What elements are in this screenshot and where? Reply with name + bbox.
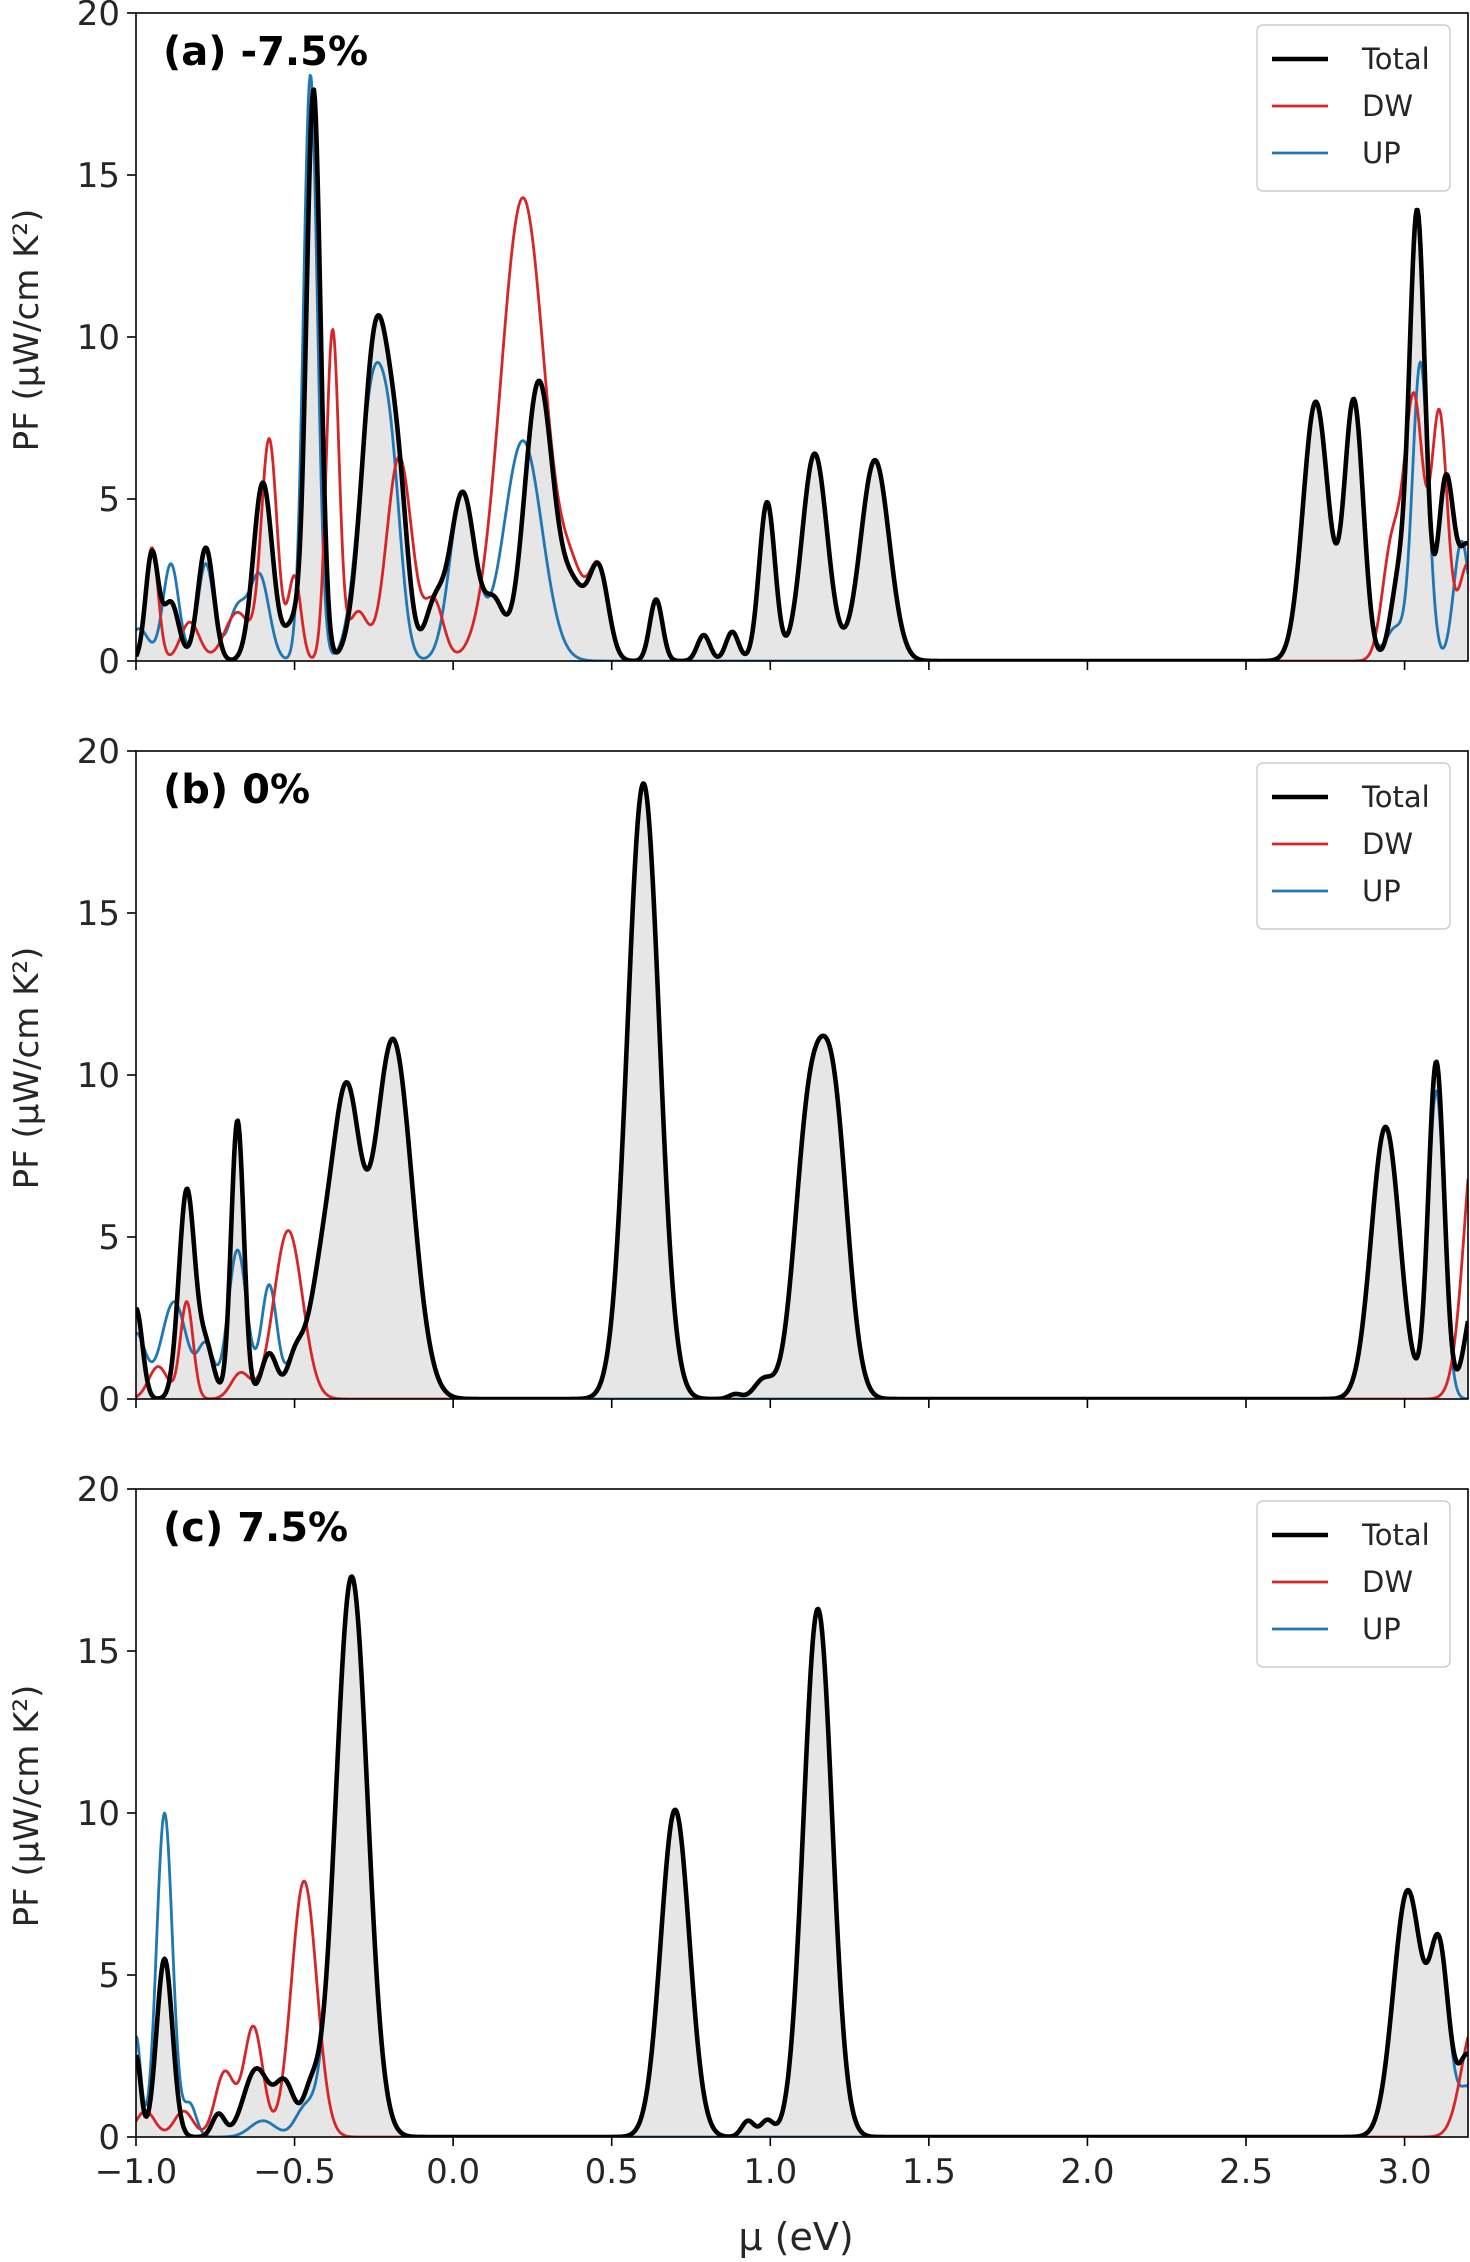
legend-label-up: UP bbox=[1362, 1612, 1401, 1646]
panel-a-legend: Total DW UP bbox=[1256, 24, 1451, 192]
y-tick-label: 10 bbox=[77, 1794, 120, 1834]
legend-label-total: Total bbox=[1361, 1518, 1430, 1552]
y-tick-label: 20 bbox=[77, 1470, 120, 1510]
panel-b-ylabel: PF (μW/cm K²) bbox=[7, 947, 47, 1190]
x-tick-label: 0.5 bbox=[585, 2152, 639, 2192]
legend-label-total: Total bbox=[1361, 42, 1430, 76]
series-line-total bbox=[136, 1574, 1468, 2137]
y-tick-label: 10 bbox=[77, 1056, 120, 1096]
x-tick-label: −1.0 bbox=[95, 2152, 178, 2192]
panel-b-title: (b) 0% bbox=[163, 767, 310, 813]
legend-label-up: UP bbox=[1362, 874, 1401, 908]
panel-c-title: (c) 7.5% bbox=[163, 1505, 348, 1551]
x-axis-label: μ (eV) bbox=[738, 2215, 853, 2259]
panel-c-plot-area: 0 5 10 15 20 −1.0 −0.5 0.0 0.5 1.0 1.5 2.0 2.5 3.0 bbox=[77, 1470, 1469, 2192]
y-tick-label: 20 bbox=[77, 0, 120, 34]
panel-a: PF (μW/cm K²) 0 5 10 15 20 (a) -7.5% Total DW… bbox=[7, 0, 1469, 682]
y-tick-label: 5 bbox=[98, 1218, 120, 1258]
panel-a-title: (a) -7.5% bbox=[163, 29, 368, 75]
panel-c: PF (μW/cm K²) 0 5 10 15 20 −1.0 −0.5 0.0 0.5 1.0 1… bbox=[7, 1470, 1469, 2192]
panel-a-ylabel: PF (μW/cm K²) bbox=[7, 209, 47, 452]
x-tick-label: 2.0 bbox=[1060, 2152, 1114, 2192]
legend-box bbox=[1256, 24, 1451, 192]
panel-c-legend: Total DW UP bbox=[1256, 1500, 1451, 1668]
x-tick-label: 1.0 bbox=[743, 2152, 797, 2192]
legend-box bbox=[1256, 762, 1451, 930]
x-tick-label: 2.5 bbox=[1219, 2152, 1273, 2192]
legend-label-dw: DW bbox=[1362, 1565, 1413, 1599]
y-tick-label: 10 bbox=[77, 318, 120, 358]
panel-c-ylabel: PF (μW/cm K²) bbox=[7, 1685, 47, 1928]
legend-box bbox=[1256, 1500, 1451, 1668]
x-tick-label: −0.5 bbox=[253, 2152, 336, 2192]
y-tick-label: 5 bbox=[98, 1956, 120, 1996]
series-line-total bbox=[136, 87, 1468, 661]
legend-label-total: Total bbox=[1361, 780, 1430, 814]
y-tick-label: 15 bbox=[77, 1632, 120, 1672]
x-tick-label: 3.0 bbox=[1378, 2152, 1432, 2192]
panel-b: PF (μW/cm K²) 0 5 10 15 20 (b) 0% Total DW UP bbox=[7, 732, 1469, 1420]
legend-label-dw: DW bbox=[1362, 827, 1413, 861]
y-tick-label: 5 bbox=[98, 480, 120, 520]
legend-label-dw: DW bbox=[1362, 89, 1413, 123]
y-tick-label: 0 bbox=[98, 1380, 120, 1420]
y-tick-label: 0 bbox=[98, 2118, 120, 2158]
series-line-total bbox=[136, 781, 1468, 1399]
y-tick-label: 15 bbox=[77, 894, 120, 934]
y-tick-label: 20 bbox=[77, 732, 120, 772]
panel-b-legend: Total DW UP bbox=[1256, 762, 1451, 930]
x-tick-label: 1.5 bbox=[902, 2152, 956, 2192]
legend-label-up: UP bbox=[1362, 136, 1401, 170]
panel-b-plot-area: 0 5 10 15 20 bbox=[77, 732, 1469, 1420]
x-tick-label: 0.0 bbox=[426, 2152, 480, 2192]
y-tick-label: 0 bbox=[98, 642, 120, 682]
y-tick-label: 15 bbox=[77, 156, 120, 196]
panel-a-plot-area: 0 5 10 15 20 bbox=[77, 0, 1469, 682]
